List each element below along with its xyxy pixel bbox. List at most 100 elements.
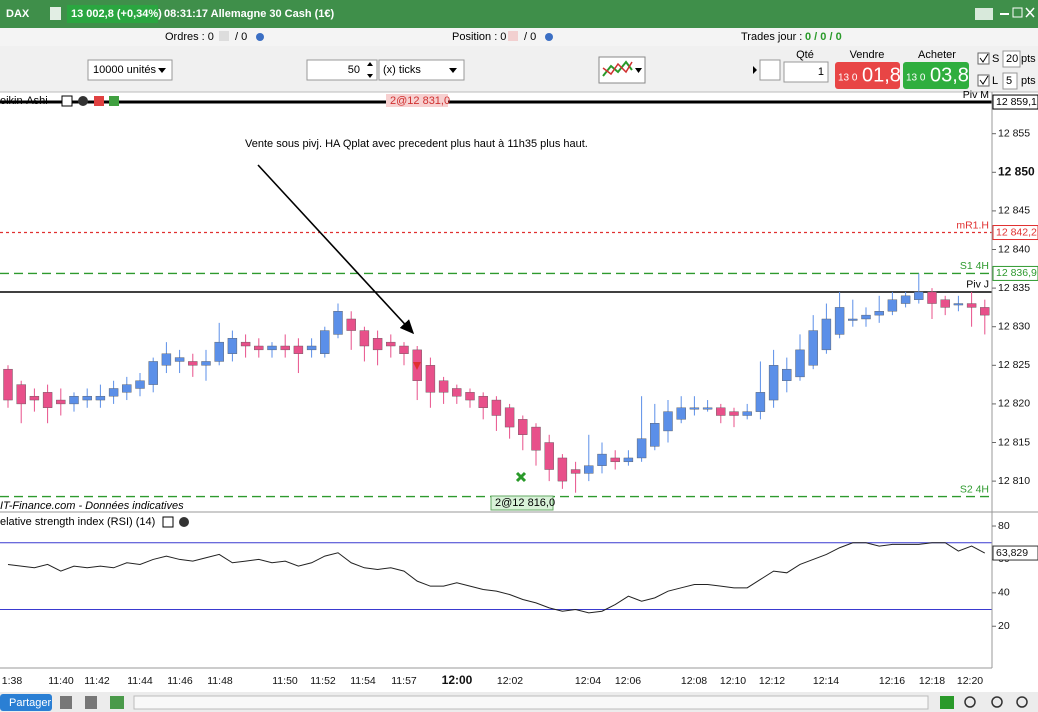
- keyboard-icon[interactable]: [975, 8, 993, 20]
- candle-body: [56, 399, 66, 405]
- candle-body: [359, 330, 370, 347]
- panel-button[interactable]: [109, 96, 119, 106]
- candle-body: [346, 318, 356, 331]
- x-tick-label: 11:44: [127, 675, 153, 687]
- quantity: 10000 unités: [93, 64, 156, 76]
- limit-input[interactable]: [1002, 72, 1018, 90]
- quantity-select[interactable]: [87, 59, 173, 81]
- panel-button[interactable]: [162, 516, 174, 528]
- y-tick-label: 12 840: [998, 243, 1030, 255]
- buy-small: 13 0: [906, 73, 926, 84]
- share-button[interactable]: [0, 694, 52, 711]
- y-tick-label: 12 820: [998, 398, 1030, 410]
- tool-button[interactable]: [759, 59, 781, 81]
- y-tick-label: 12 850: [998, 164, 1035, 178]
- panel-button[interactable]: [61, 95, 73, 107]
- level-name: S2 4H: [960, 483, 989, 495]
- orders-icon[interactable]: [219, 31, 229, 41]
- y-tick-label: 12 825: [998, 359, 1030, 371]
- qty-input[interactable]: [783, 61, 829, 83]
- trades: 0 / 0 / 0: [805, 31, 842, 43]
- candle-body: [399, 345, 409, 354]
- x-tick-label: 11:46: [167, 675, 193, 687]
- x-tick-label: 12:02: [497, 675, 523, 687]
- sell-signal: [413, 362, 421, 370]
- x-tick-label: 12:16: [879, 675, 905, 687]
- stop-checkbox[interactable]: [977, 52, 990, 65]
- chart-icon: [602, 60, 633, 77]
- sell-button[interactable]: [835, 62, 900, 89]
- candle-body: [518, 419, 528, 435]
- candle-body: [82, 395, 92, 401]
- candle-body: [425, 365, 436, 393]
- candle-body: [161, 353, 172, 366]
- x-tick-label: 11:48: [207, 675, 233, 687]
- limit-checkbox[interactable]: [977, 74, 990, 87]
- candle-body: [372, 338, 383, 351]
- candle-body: [452, 388, 462, 397]
- candle-body: [438, 380, 449, 393]
- ticks-spinner[interactable]: [306, 59, 378, 81]
- candle-body: [584, 465, 594, 474]
- tool-icon[interactable]: [60, 696, 72, 709]
- title-bar: [0, 0, 1038, 28]
- symbol[interactable]: DAX: [6, 8, 30, 20]
- candle-body: [544, 442, 554, 470]
- y-tick-label: 12 835: [998, 282, 1030, 294]
- candle-body: [267, 345, 277, 351]
- maximize[interactable]: [1012, 7, 1023, 18]
- price: 13 002,8 (+0,34%): [71, 8, 162, 20]
- panel-close[interactable]: [179, 517, 189, 527]
- minimize[interactable]: [1000, 13, 1009, 15]
- level-name: Piv M: [963, 89, 989, 101]
- position: Position : 0: [452, 31, 506, 43]
- position-settings[interactable]: [545, 33, 553, 41]
- qty: 1: [818, 66, 824, 78]
- close[interactable]: [1025, 7, 1035, 18]
- zoom-icon[interactable]: [940, 696, 954, 709]
- candle-body: [848, 318, 858, 321]
- info-icon[interactable]: [50, 7, 61, 20]
- y-tick-label: 80: [998, 520, 1010, 532]
- x-tick-label: 11:42: [84, 675, 110, 687]
- scrollbar[interactable]: [133, 695, 929, 710]
- candle-body: [768, 365, 779, 401]
- rsi-title: elative strength index (RSI) (14): [0, 516, 155, 528]
- y-tick-label: 12 815: [998, 436, 1030, 448]
- candle-body: [861, 314, 871, 320]
- candle-body: [900, 295, 911, 304]
- candle-body: [69, 395, 79, 405]
- sell-big: 01,8: [862, 64, 901, 86]
- candle-body: [491, 399, 502, 416]
- candle-body: [465, 392, 475, 401]
- chart-icon: [602, 61, 633, 76]
- panel-close[interactable]: [78, 96, 88, 106]
- y-tick-label: 40: [998, 587, 1010, 599]
- instrument-info: 08:31:17 Allemagne 30 Cash (1€): [164, 8, 335, 20]
- expand-arrow[interactable]: [753, 66, 757, 74]
- limit-value: 5: [1006, 75, 1012, 87]
- tool-icon[interactable]: [110, 696, 124, 709]
- panel-button[interactable]: [94, 96, 104, 106]
- x-tick-label: 12:00: [442, 673, 473, 687]
- candle-body: [29, 395, 40, 401]
- zoom-icon[interactable]: [964, 696, 976, 708]
- last-value: 63,829: [996, 547, 1028, 559]
- ticks-unit-select[interactable]: [378, 59, 465, 81]
- candle-body: [874, 311, 884, 316]
- orders-settings[interactable]: [256, 33, 264, 41]
- candle-body: [650, 423, 660, 447]
- candle-body: [716, 407, 726, 416]
- zoom-out[interactable]: [991, 696, 1003, 708]
- candle-body: [610, 457, 620, 463]
- candle-body: [623, 457, 634, 463]
- zoom-in[interactable]: [1016, 696, 1028, 708]
- position-icon[interactable]: [508, 31, 518, 41]
- candle-body: [3, 368, 13, 401]
- buy-button[interactable]: [903, 62, 969, 89]
- annotation-arrow: [257, 164, 415, 335]
- stop-input[interactable]: [1002, 50, 1021, 68]
- tool-icon[interactable]: [85, 696, 97, 709]
- candle-body: [293, 345, 304, 354]
